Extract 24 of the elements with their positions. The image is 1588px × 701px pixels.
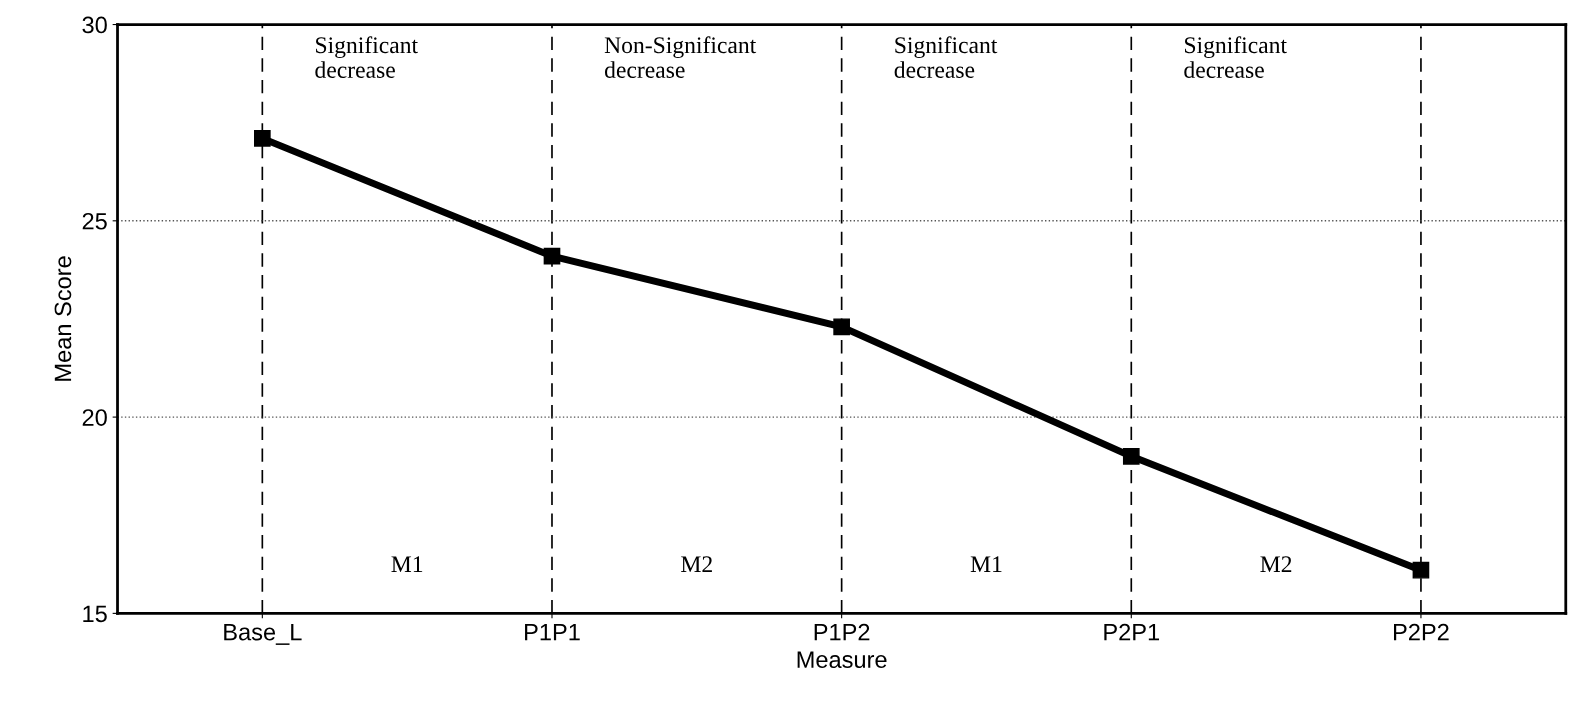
y-tick-label: 20 xyxy=(82,409,107,426)
x-tick-label: Base_L xyxy=(224,623,302,645)
point xyxy=(1122,448,1140,465)
y-tick-label: 25 xyxy=(82,212,107,230)
point xyxy=(543,247,561,265)
annotation: M1 xyxy=(970,556,1002,572)
point xyxy=(254,130,271,147)
annotation: Non-Significant decrease xyxy=(604,36,757,78)
annotation: M2 xyxy=(1260,556,1292,572)
annotation: Significant decrease xyxy=(894,36,998,78)
y-tick-label: 15 xyxy=(83,605,107,623)
x-axis-title: Measure xyxy=(797,651,887,669)
y-axis-title: Mean Score xyxy=(54,256,72,381)
point xyxy=(833,318,850,336)
point xyxy=(1412,561,1430,579)
x-tick-label: P1P1 xyxy=(525,623,580,641)
annotation: Significant decrease xyxy=(1184,36,1287,78)
x-tick-label: P2P2 xyxy=(1394,623,1449,641)
x-tick-label: P2P1 xyxy=(1104,623,1160,641)
annotation: M2 xyxy=(681,556,712,572)
annotation: Significant decrease xyxy=(315,36,418,78)
y-tick-label: 30 xyxy=(82,16,107,34)
annotation: M1 xyxy=(391,556,423,572)
x-tick-label: P1P2 xyxy=(814,623,870,641)
